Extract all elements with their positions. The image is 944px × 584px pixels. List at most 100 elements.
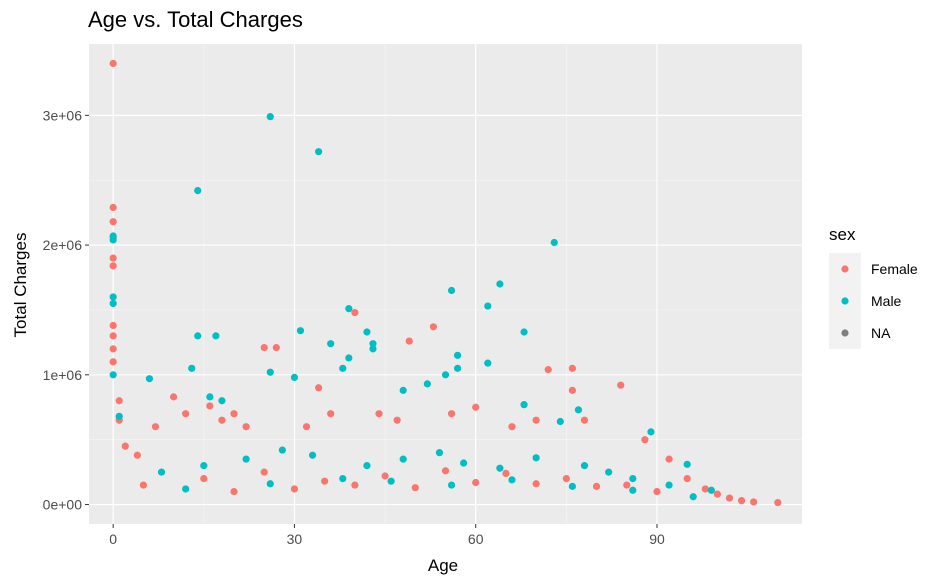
data-point-male bbox=[399, 455, 407, 463]
legend-title: sex bbox=[829, 225, 856, 244]
data-point-male bbox=[109, 236, 117, 244]
x-tick-label: 30 bbox=[287, 531, 303, 547]
data-point-male bbox=[629, 474, 637, 483]
data-point-female bbox=[405, 337, 413, 345]
data-point-male bbox=[435, 449, 444, 457]
data-point-male bbox=[550, 238, 558, 247]
data-point-female bbox=[429, 323, 438, 331]
minor-grid bbox=[89, 44, 802, 524]
data-point-male bbox=[460, 459, 468, 467]
data-point-male bbox=[200, 462, 208, 470]
legend-label-na: NA bbox=[871, 325, 891, 341]
data-point-female bbox=[580, 416, 589, 424]
data-point-male bbox=[115, 412, 123, 420]
data-point-female bbox=[532, 416, 540, 424]
data-point-male bbox=[290, 373, 299, 382]
x-tick-label: 0 bbox=[109, 531, 117, 547]
legend-key-female bbox=[841, 265, 849, 273]
data-point-male bbox=[629, 486, 637, 494]
data-point-female bbox=[508, 423, 516, 431]
data-point-female bbox=[206, 402, 214, 410]
data-point-female bbox=[321, 477, 329, 485]
data-point-male bbox=[296, 327, 305, 335]
data-point-female bbox=[327, 410, 335, 418]
data-point-female bbox=[109, 321, 117, 330]
data-point-female bbox=[115, 397, 123, 405]
data-point-female bbox=[683, 474, 691, 483]
data-point-male bbox=[683, 460, 691, 468]
data-point-female bbox=[302, 423, 311, 431]
data-point-female bbox=[393, 416, 401, 424]
data-point-male bbox=[387, 477, 395, 485]
data-point-male bbox=[363, 462, 371, 470]
data-point-male bbox=[689, 493, 697, 501]
data-point-male bbox=[556, 417, 564, 426]
data-point-male bbox=[242, 455, 250, 463]
data-point-male bbox=[109, 299, 117, 308]
data-point-female bbox=[315, 384, 323, 392]
y-axis-title: Total Charges bbox=[11, 233, 30, 338]
data-point-female bbox=[182, 410, 190, 418]
data-point-female bbox=[701, 485, 709, 493]
data-point-male bbox=[707, 486, 715, 494]
data-point-male bbox=[605, 468, 613, 476]
data-point-female bbox=[218, 416, 226, 424]
chart-title: Age vs. Total Charges bbox=[88, 7, 303, 32]
data-point-male bbox=[369, 340, 377, 348]
data-point-male bbox=[206, 393, 214, 401]
data-point-male bbox=[194, 186, 202, 195]
data-point-male bbox=[308, 451, 317, 459]
x-tick-label: 60 bbox=[468, 531, 484, 547]
data-point-female bbox=[230, 487, 238, 496]
data-point-female bbox=[617, 381, 625, 389]
data-point-female bbox=[502, 469, 510, 478]
data-point-male bbox=[568, 482, 576, 490]
data-point-female bbox=[109, 345, 117, 353]
legend-key-male bbox=[841, 297, 849, 305]
data-point-male bbox=[327, 340, 335, 348]
major-grid bbox=[89, 44, 802, 524]
data-point-male bbox=[315, 148, 323, 156]
data-point-male bbox=[447, 481, 456, 489]
legend: sex Female Male NA bbox=[829, 225, 918, 349]
data-point-female bbox=[230, 410, 238, 418]
data-point-male bbox=[484, 302, 492, 310]
data-point-female bbox=[375, 410, 383, 418]
y-tick-label: 0e+00 bbox=[43, 497, 83, 513]
data-point-male bbox=[157, 468, 166, 476]
data-point-male bbox=[447, 286, 456, 295]
data-point-female bbox=[351, 308, 359, 317]
x-tick-label: 90 bbox=[649, 531, 665, 547]
x-axis-title: Age bbox=[428, 556, 458, 575]
data-point-female bbox=[750, 498, 758, 506]
data-point-female bbox=[169, 393, 178, 401]
data-point-male bbox=[580, 462, 589, 470]
data-point-male bbox=[369, 345, 377, 353]
data-point-male bbox=[266, 113, 274, 121]
legend-label-female: Female bbox=[871, 261, 918, 277]
data-point-female bbox=[109, 218, 117, 226]
data-point-male bbox=[441, 371, 450, 379]
data-point-female bbox=[568, 364, 576, 372]
data-point-male bbox=[647, 428, 655, 436]
data-point-female bbox=[121, 442, 129, 450]
data-point-male bbox=[423, 380, 431, 388]
data-point-male bbox=[266, 368, 274, 376]
data-point-female bbox=[109, 358, 117, 366]
data-point-female bbox=[665, 455, 673, 463]
data-point-female bbox=[532, 480, 540, 488]
data-point-female bbox=[472, 478, 480, 487]
data-point-male bbox=[266, 480, 274, 488]
data-point-male bbox=[339, 364, 347, 372]
data-point-male bbox=[109, 293, 117, 301]
data-point-male bbox=[278, 446, 286, 454]
y-tick-label: 2e+06 bbox=[43, 237, 83, 253]
data-point-male bbox=[182, 485, 190, 493]
data-point-male bbox=[363, 328, 371, 336]
data-point-female bbox=[713, 490, 722, 498]
data-point-female bbox=[109, 332, 117, 340]
data-point-female bbox=[290, 485, 299, 493]
legend-label-male: Male bbox=[871, 293, 902, 309]
data-point-female bbox=[351, 481, 359, 489]
